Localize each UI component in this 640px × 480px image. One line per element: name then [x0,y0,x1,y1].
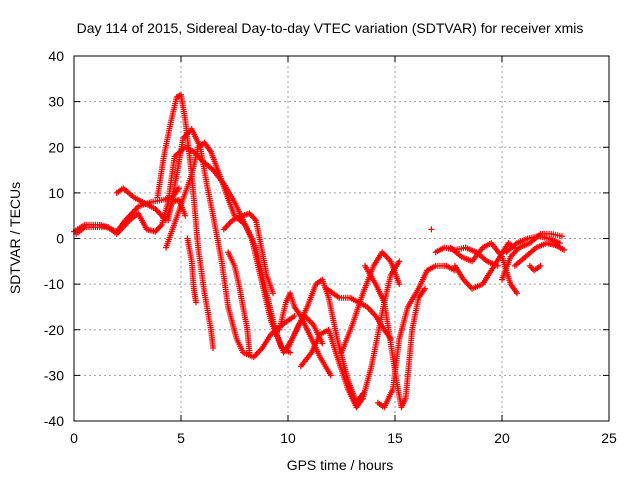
x-axis-label: GPS time / hours [287,457,394,473]
y-tick-label: -10 [44,276,64,292]
x-tick-label: 0 [70,430,78,446]
data-marks [71,91,568,411]
data-point [251,215,258,222]
data-point [291,313,298,320]
data-point [327,372,334,379]
data-point [421,285,428,292]
series-track-10 [276,290,334,379]
data-point [428,226,435,233]
y-tick-label: 20 [48,139,64,155]
data-point [513,290,520,297]
series-track-16 [374,262,458,411]
series-track-14 [338,249,403,356]
data-point [396,258,403,265]
data-point [558,233,565,240]
series-track-19 [451,240,518,292]
x-tick-label: 10 [280,430,296,446]
x-tick-label: 20 [494,430,510,446]
y-tick-label: -40 [44,413,64,429]
series-track-7 [184,235,199,306]
series-track-22 [511,240,568,269]
y-tick-label: 40 [48,48,64,64]
series-track-21 [499,230,565,283]
y-tick-label: 0 [56,231,64,247]
y-tick-label: -20 [44,322,64,338]
x-tick-label: 25 [601,430,617,446]
data-point [396,281,403,288]
series-track-9 [225,249,253,356]
data-point [561,246,568,253]
chart-title: Day 114 of 2015, Sidereal Day-to-day VTE… [77,20,584,36]
series-track-8 [220,210,277,297]
series-track-20 [447,240,520,297]
data-point [192,299,199,306]
data-point [319,340,326,347]
series-track-23 [503,233,563,256]
series-track-6 [163,139,326,356]
axis-ticks [73,55,610,422]
series-track-11 [285,276,366,406]
y-tick-label: -30 [44,367,64,383]
series-track-17 [428,226,435,233]
y-tick-label: 10 [48,185,64,201]
data-point [175,185,182,192]
series-track-15 [362,262,428,411]
data-point [556,240,563,247]
x-tick-label: 15 [387,430,403,446]
y-axis-label: SDTVAR / TECUs [7,182,23,294]
axis-tick-labels: 0 5 10 15 20 25 40 30 20 10 0 -10 -20 -30 -40 [44,48,617,446]
y-tick-label: 30 [48,94,64,110]
data-point [157,223,164,230]
data-point [210,345,217,351]
data-point [270,290,277,297]
data-point [246,349,253,356]
grid [74,56,609,421]
series-track-24 [526,262,544,274]
data-point [287,349,294,356]
data-point [182,212,189,219]
x-tick-label: 5 [177,430,185,446]
data-point [537,262,544,269]
series-track-4 [154,91,217,351]
